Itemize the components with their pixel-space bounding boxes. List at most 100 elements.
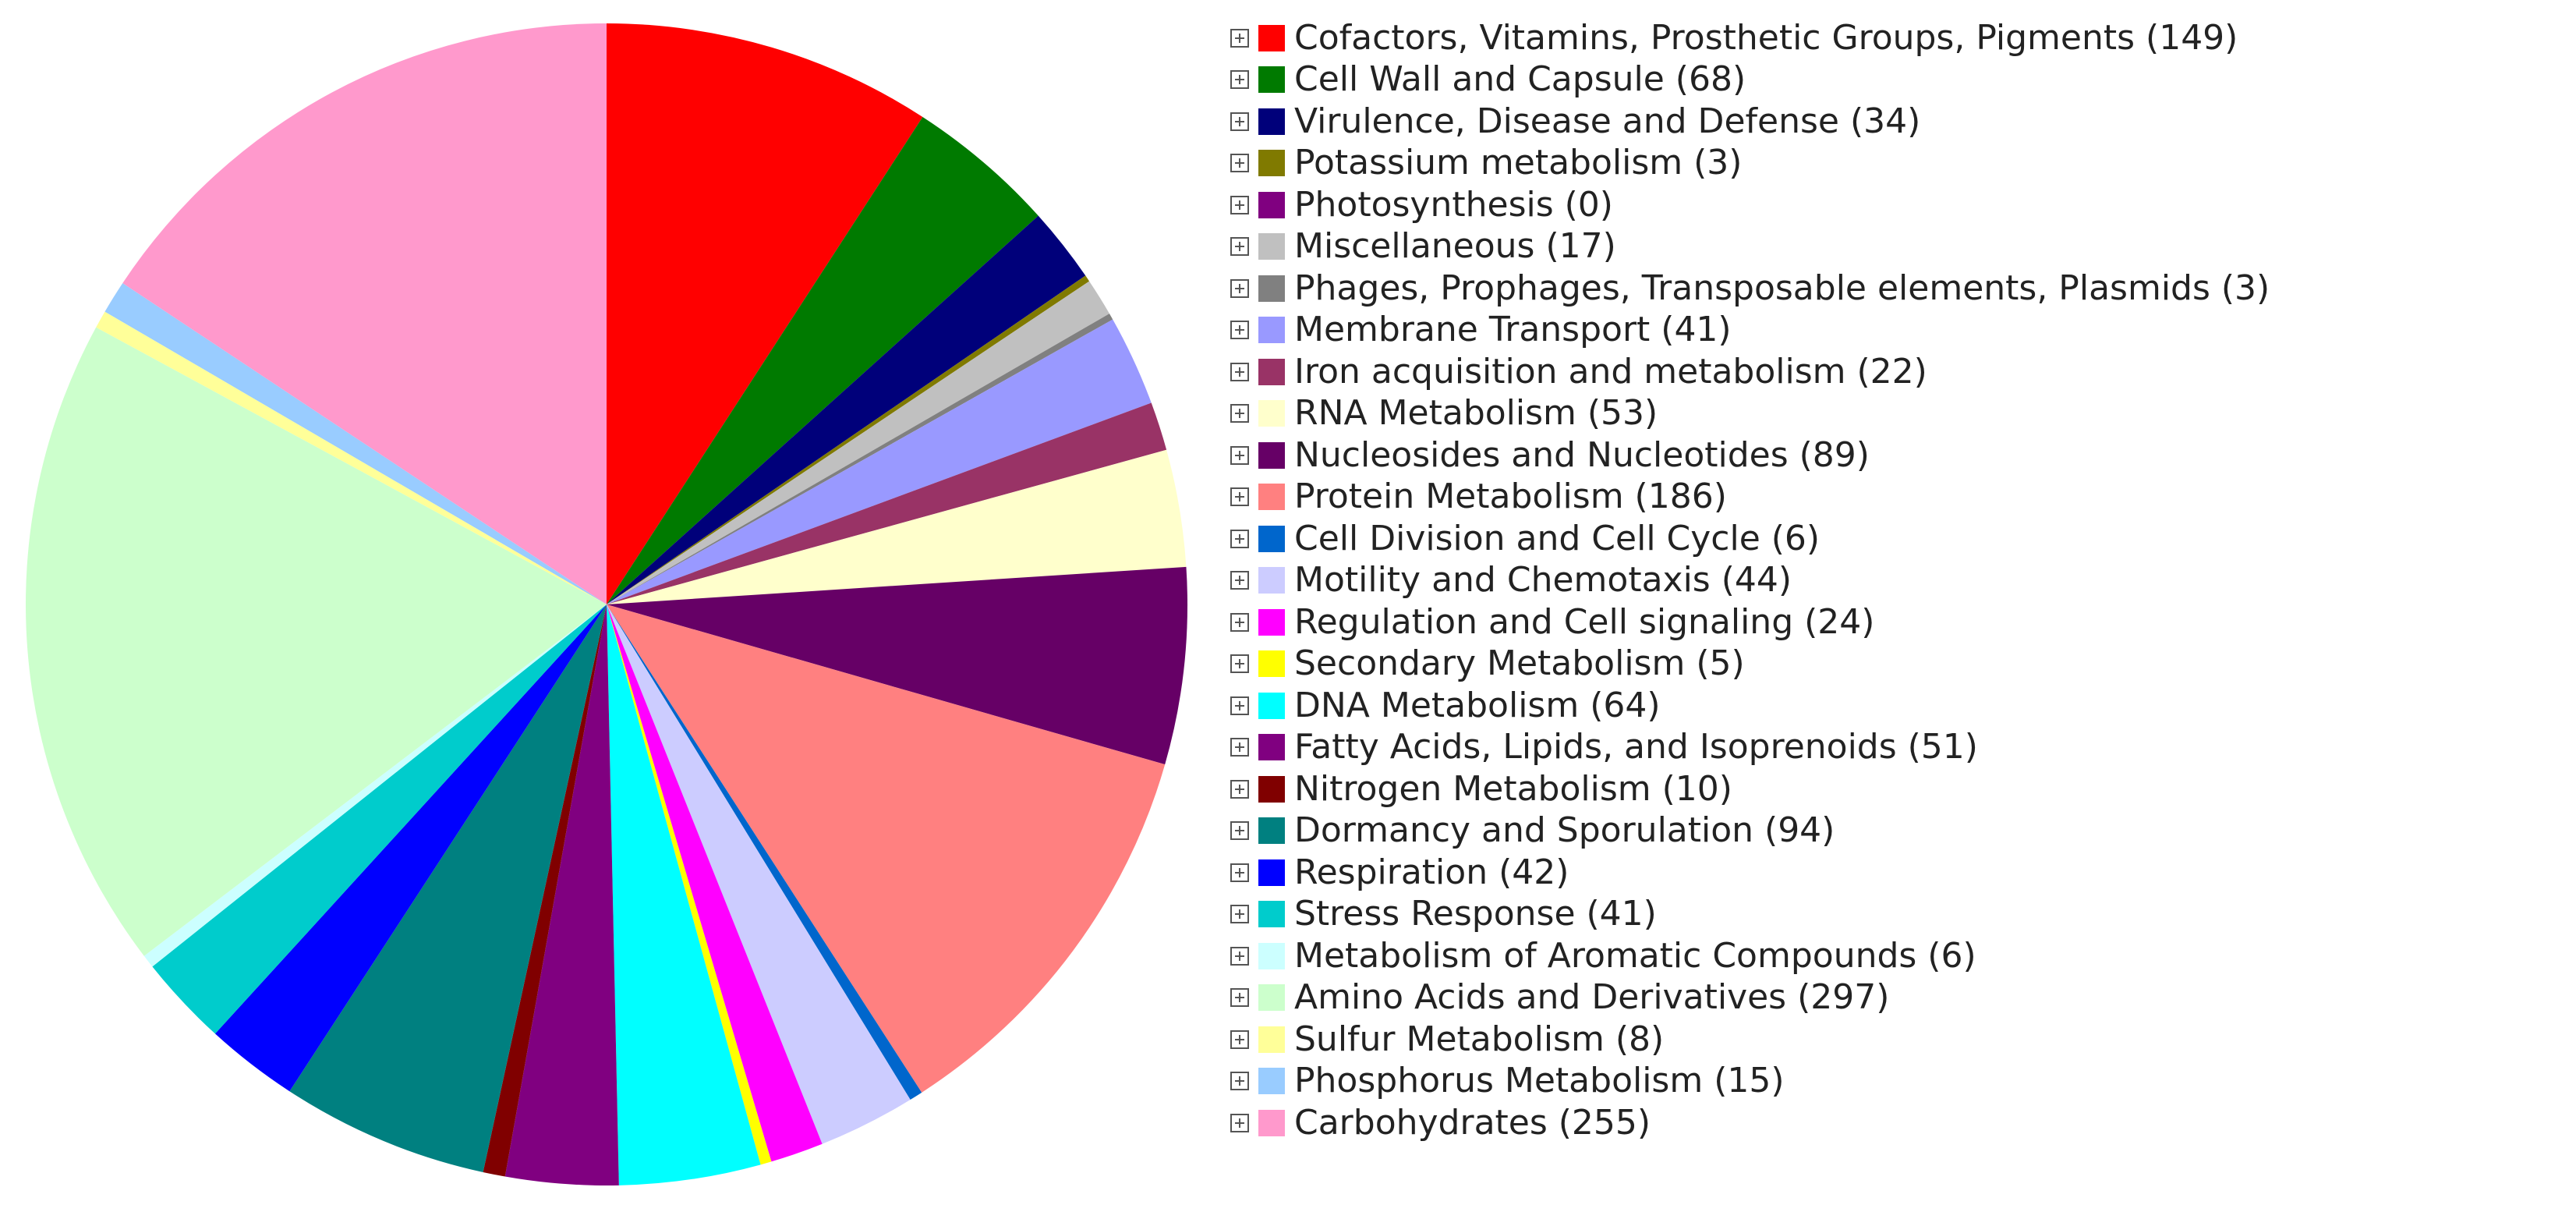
pie-slice-0 [607, 23, 923, 604]
pie-slice-25 [104, 282, 607, 604]
pie-slice-3 [607, 275, 1090, 604]
legend-label: Secondary Metabolism (5) [1294, 643, 1745, 684]
expand-plus-icon[interactable] [1230, 362, 1249, 381]
legend-item: Photosynthesis (0) [1230, 184, 2564, 226]
legend-item: Secondary Metabolism (5) [1230, 643, 2564, 686]
expand-plus-icon[interactable] [1230, 612, 1249, 632]
legend-label: Photosynthesis (0) [1294, 184, 1613, 225]
expand-plus-icon[interactable] [1230, 195, 1249, 214]
expand-plus-icon[interactable] [1230, 696, 1249, 715]
legend-item: Phosphorus Metabolism (15) [1230, 1061, 2564, 1103]
legend-label: Phosphorus Metabolism (15) [1294, 1061, 1785, 1101]
legend-swatch [1258, 66, 1285, 94]
pie-slice-8 [607, 402, 1167, 604]
expand-plus-icon[interactable] [1230, 237, 1249, 257]
expand-plus-icon[interactable] [1230, 404, 1249, 423]
expand-plus-icon[interactable] [1230, 738, 1249, 757]
pie-slice-10 [607, 566, 1187, 765]
pie-slice-24 [96, 311, 607, 604]
expand-plus-icon[interactable] [1230, 905, 1249, 924]
legend-label: Miscellaneous (17) [1294, 226, 1616, 267]
expand-plus-icon[interactable] [1230, 70, 1249, 90]
expand-plus-icon[interactable] [1230, 1113, 1249, 1132]
pie-slice-5 [607, 281, 1109, 604]
legend-swatch [1258, 275, 1285, 302]
legend-swatch [1258, 650, 1285, 678]
legend-label: Iron acquisition and metabolism (22) [1294, 351, 1927, 392]
legend-swatch [1258, 1109, 1285, 1136]
legend-item: Nucleosides and Nucleotides (89) [1230, 434, 2564, 477]
expand-plus-icon[interactable] [1230, 988, 1249, 1008]
expand-plus-icon[interactable] [1230, 779, 1249, 799]
legend-label: Respiration (42) [1294, 852, 1569, 892]
legend-label: Metabolism of Aromatic Compounds (6) [1294, 935, 1976, 976]
expand-plus-icon[interactable] [1230, 154, 1249, 173]
legend-label: Sulfur Metabolism (8) [1294, 1019, 1665, 1059]
legend-label: Phages, Prophages, Transposable elements… [1294, 268, 2270, 308]
legend-label: Membrane Transport (41) [1294, 310, 1732, 350]
legend-item: Fatty Acids, Lipids, and Isoprenoids (51… [1230, 727, 2564, 769]
pie-slice-6 [607, 314, 1113, 604]
legend-item: Carbohydrates (255) [1230, 1102, 2564, 1144]
pie-slice-9 [607, 449, 1187, 604]
expand-plus-icon[interactable] [1230, 278, 1249, 298]
legend-swatch [1258, 150, 1285, 177]
pie-slice-12 [607, 604, 922, 1100]
legend-item: Cofactors, Vitamins, Prosthetic Groups, … [1230, 17, 2564, 59]
legend-item: Miscellaneous (17) [1230, 226, 2564, 268]
legend-label: Cofactors, Vitamins, Prosthetic Groups, … [1294, 17, 2238, 58]
pie-slice-2 [607, 215, 1086, 604]
expand-plus-icon[interactable] [1230, 28, 1249, 48]
legend-item: Protein Metabolism (186) [1230, 477, 2564, 519]
legend-swatch [1258, 484, 1285, 511]
legend-label: Cell Division and Cell Cycle (6) [1294, 518, 1821, 558]
legend-item: Phages, Prophages, Transposable elements… [1230, 268, 2564, 310]
legend-swatch [1258, 984, 1285, 1012]
legend-swatch [1258, 108, 1285, 135]
legend-label: Amino Acids and Derivatives (297) [1294, 977, 1890, 1018]
pie-slice-14 [607, 604, 823, 1162]
legend-label: Virulence, Disease and Defense (34) [1294, 101, 1921, 141]
expand-plus-icon[interactable] [1230, 821, 1249, 841]
legend-swatch [1258, 567, 1285, 594]
expand-plus-icon[interactable] [1230, 321, 1249, 340]
legend-swatch [1258, 1026, 1285, 1053]
expand-plus-icon[interactable] [1230, 863, 1249, 882]
pie-slice-20 [214, 604, 607, 1092]
legend-item: Cell Wall and Capsule (68) [1230, 59, 2564, 101]
expand-plus-icon[interactable] [1230, 946, 1249, 966]
expand-plus-icon[interactable] [1230, 1029, 1249, 1049]
legend-swatch [1258, 441, 1285, 469]
legend-swatch [1258, 1068, 1285, 1095]
expand-plus-icon[interactable] [1230, 445, 1249, 465]
legend-label: Fatty Acids, Lipids, and Isoprenoids (51… [1294, 727, 1978, 767]
legend-swatch [1258, 608, 1285, 636]
legend-item: Dormancy and Sporulation (94) [1230, 810, 2564, 852]
legend-item: Nitrogen Metabolism (10) [1230, 768, 2564, 810]
legend: Cofactors, Vitamins, Prosthetic Groups, … [1230, 17, 2564, 1144]
legend-item: Iron acquisition and metabolism (22) [1230, 351, 2564, 393]
legend-label: Stress Response (41) [1294, 894, 1657, 934]
pie-chart [25, 23, 1187, 1186]
pie-slice-7 [607, 319, 1152, 604]
legend-item: Virulence, Disease and Defense (34) [1230, 101, 2564, 143]
legend-item: Regulation and Cell signaling (24) [1230, 601, 2564, 643]
pie-slice-11 [607, 604, 1166, 1093]
expand-plus-icon[interactable] [1230, 487, 1249, 507]
expand-plus-icon[interactable] [1230, 654, 1249, 674]
pie-slice-17 [504, 604, 619, 1186]
legend-swatch [1258, 901, 1285, 928]
expand-plus-icon[interactable] [1230, 1072, 1249, 1091]
legend-item: Motility and Chemotaxis (44) [1230, 560, 2564, 602]
legend-item: Sulfur Metabolism (8) [1230, 1019, 2564, 1061]
expand-plus-icon[interactable] [1230, 112, 1249, 131]
legend-label: Carbohydrates (255) [1294, 1102, 1651, 1143]
pie-slice-21 [152, 604, 607, 1034]
pie-slice-1 [607, 116, 1039, 605]
pie-slice-16 [607, 604, 761, 1185]
legend-swatch [1258, 817, 1285, 845]
pie-slice-15 [607, 604, 772, 1165]
expand-plus-icon[interactable] [1230, 529, 1249, 548]
expand-plus-icon[interactable] [1230, 571, 1249, 590]
legend-item: Respiration (42) [1230, 852, 2564, 894]
